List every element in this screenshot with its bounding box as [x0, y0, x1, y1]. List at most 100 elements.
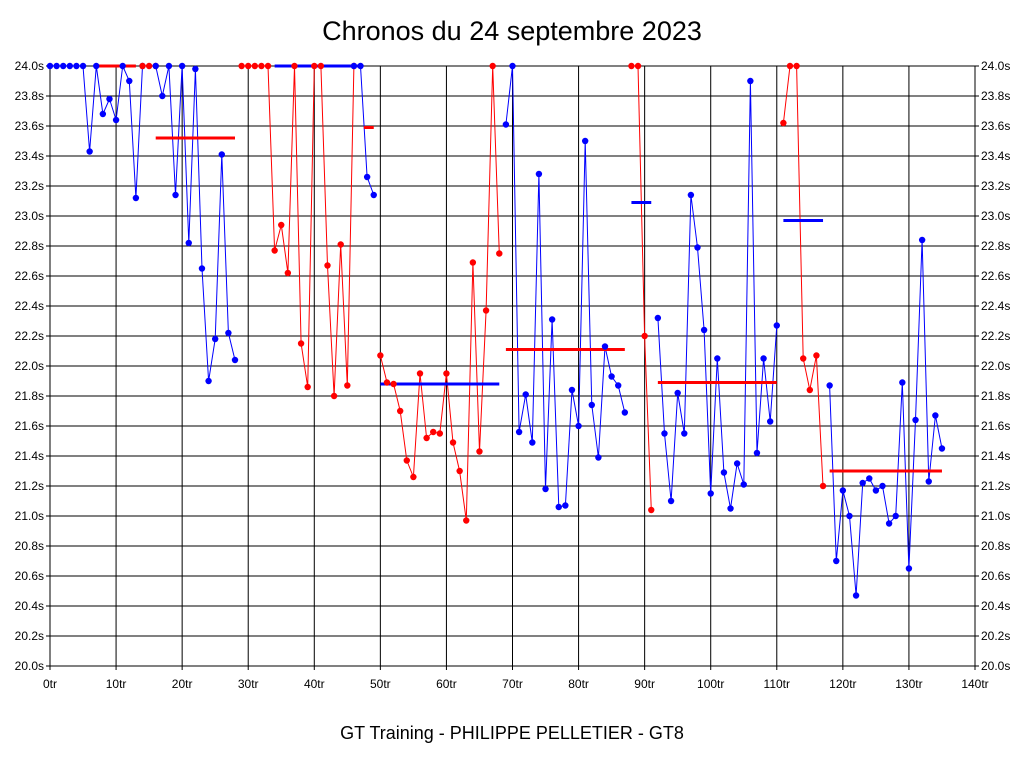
data-point	[185, 239, 192, 247]
data-point	[681, 430, 688, 437]
data-point	[258, 62, 265, 70]
data-point	[522, 391, 529, 398]
data-point	[793, 62, 800, 70]
data-point	[912, 416, 919, 424]
data-point	[66, 62, 74, 70]
data-point	[515, 428, 523, 436]
data-point	[535, 170, 543, 178]
y-tick-label-right: 20.4s	[981, 599, 1010, 613]
data-point	[700, 326, 708, 334]
y-tick-label-left: 23.6s	[15, 119, 44, 133]
data-point	[648, 506, 655, 514]
data-point	[780, 119, 787, 127]
data-point	[555, 503, 562, 511]
data-point	[634, 62, 642, 70]
data-point	[819, 482, 827, 490]
y-tick-label-right: 20.6s	[981, 569, 1010, 583]
data-point	[53, 62, 60, 70]
data-point	[60, 62, 67, 70]
x-tick-label: 140tr	[961, 677, 988, 691]
data-point	[601, 343, 609, 350]
y-tick-label-right: 22.0s	[981, 359, 1010, 373]
data-point	[707, 490, 714, 497]
data-point	[112, 116, 120, 124]
data-point	[225, 329, 232, 337]
y-tick-label-right: 23.2s	[981, 179, 1010, 193]
data-point	[337, 241, 344, 248]
y-tick-label-left: 23.8s	[15, 89, 44, 103]
data-point	[509, 62, 516, 70]
data-point	[879, 482, 886, 490]
data-point	[687, 191, 695, 199]
data-point	[126, 77, 133, 85]
y-tick-label-right: 20.2s	[981, 629, 1010, 643]
y-tick-label-right: 22.8s	[981, 239, 1010, 253]
data-point	[390, 380, 397, 388]
data-point	[370, 191, 377, 199]
data-point	[106, 95, 113, 103]
x-tick-label: 70tr	[502, 677, 523, 691]
y-tick-label-left: 22.4s	[15, 299, 44, 313]
data-point	[661, 430, 668, 437]
y-tick-label-left: 23.4s	[15, 149, 44, 163]
data-point	[694, 244, 701, 251]
data-point	[905, 565, 913, 572]
y-tick-label-left: 23.0s	[15, 209, 44, 223]
x-tick-label: 30tr	[238, 677, 259, 691]
y-tick-label-left: 21.6s	[15, 419, 44, 433]
y-tick-label-left: 20.4s	[15, 599, 44, 613]
data-point	[575, 422, 582, 430]
data-point	[938, 445, 946, 452]
data-point	[159, 92, 166, 100]
data-point	[747, 77, 754, 85]
data-point	[377, 352, 384, 359]
series-line	[50, 64, 143, 199]
y-tick-label-left: 22.0s	[15, 359, 44, 373]
data-point	[581, 137, 589, 145]
data-point	[317, 62, 325, 70]
y-tick-label-left: 24.0s	[15, 59, 44, 73]
data-point	[73, 62, 80, 70]
data-point	[866, 475, 873, 482]
data-point	[667, 497, 675, 505]
data-point	[145, 62, 153, 70]
data-point	[482, 307, 490, 314]
data-point	[324, 262, 331, 269]
data-point	[800, 355, 807, 362]
series-line	[657, 80, 778, 509]
data-point	[674, 389, 681, 397]
data-point	[463, 517, 470, 524]
data-point	[786, 62, 794, 70]
data-point	[344, 382, 351, 389]
data-point	[859, 479, 866, 487]
data-point	[925, 478, 932, 485]
data-point	[740, 481, 747, 488]
chart-footer: GT Training - PHILIPPE PELLETIER - GT8	[340, 723, 684, 743]
series-line	[829, 239, 943, 596]
data-point	[469, 259, 477, 266]
data-point	[918, 236, 926, 244]
data-point	[496, 250, 503, 257]
data-point	[198, 265, 206, 272]
data-point	[932, 412, 939, 419]
data-point	[456, 467, 463, 475]
data-point	[654, 314, 662, 322]
data-point	[152, 62, 159, 70]
data-point	[443, 370, 450, 377]
data-point	[423, 434, 430, 442]
data-point	[714, 355, 721, 362]
data-point	[218, 151, 225, 158]
y-tick-label-left: 21.0s	[15, 509, 44, 523]
y-tick-label-left: 20.8s	[15, 539, 44, 553]
data-point	[872, 487, 880, 494]
data-point	[79, 62, 87, 70]
data-point	[548, 316, 556, 323]
data-point	[806, 386, 814, 394]
data-point	[304, 383, 311, 391]
x-tick-label: 110tr	[764, 677, 790, 691]
data-point	[542, 485, 549, 493]
series-line	[505, 65, 626, 508]
data-point	[410, 473, 417, 481]
x-tick-label: 130tr	[895, 677, 922, 691]
